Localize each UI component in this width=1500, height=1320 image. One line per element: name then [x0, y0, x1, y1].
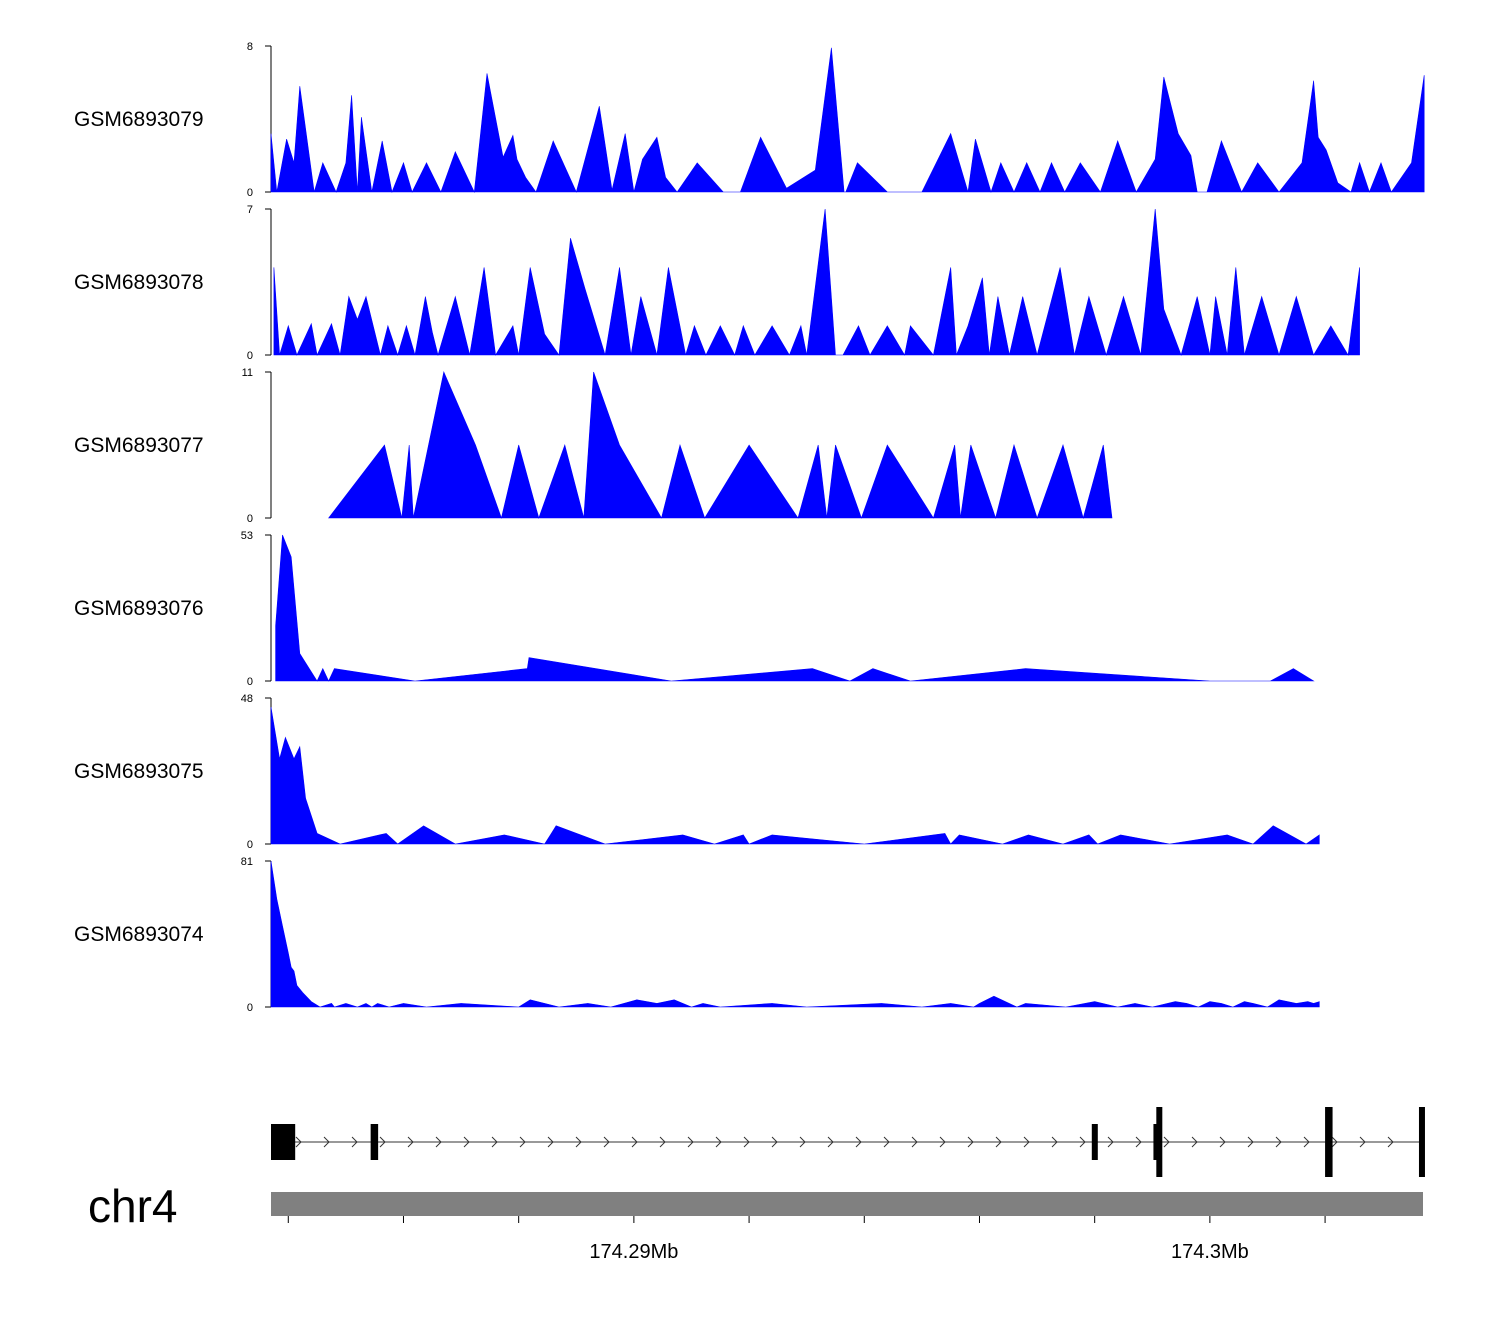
strand-arrow	[407, 1136, 414, 1148]
strand-arrow	[1331, 1136, 1338, 1148]
y-tick-label-max: 48	[241, 693, 253, 705]
strand-arrow	[435, 1136, 442, 1148]
strand-arrow	[1051, 1136, 1058, 1148]
x-tick-label: 174.3Mb	[1171, 1241, 1249, 1263]
strand-arrow	[1135, 1136, 1142, 1148]
strand-arrow	[463, 1136, 470, 1148]
strand-arrow	[995, 1136, 1002, 1148]
strand-arrow	[659, 1136, 666, 1148]
exon	[1418, 1107, 1425, 1177]
track-label: GSM6893078	[74, 271, 204, 294]
strand-arrow	[1275, 1136, 1282, 1148]
signal-area	[270, 47, 1425, 194]
strand-arrow	[351, 1136, 358, 1148]
strand-arrow	[491, 1136, 498, 1148]
track-GSM6893079: GSM6893079 8 0	[74, 41, 1425, 199]
strand-arrow	[1079, 1136, 1086, 1148]
gene-model-track	[271, 1107, 1425, 1177]
strand-arrow	[939, 1136, 946, 1148]
track-GSM6893077: GSM6893077 11 0	[74, 367, 1113, 525]
exon	[1325, 1107, 1333, 1177]
strand-arrow	[1107, 1136, 1114, 1148]
y-tick-label-max: 53	[241, 530, 253, 542]
track-label: GSM6893077	[74, 434, 204, 457]
track-GSM6893075: GSM6893075 48 0	[74, 693, 1320, 851]
strand-arrow	[379, 1136, 386, 1148]
y-tick-label-max: 11	[242, 367, 253, 379]
strand-arrow	[715, 1136, 722, 1148]
strand-arrow	[827, 1136, 834, 1148]
chromosome-label: chr4	[88, 1180, 177, 1232]
strand-arrow	[547, 1136, 554, 1148]
strand-arrow	[575, 1136, 582, 1148]
strand-arrow	[1359, 1136, 1366, 1148]
strand-arrow	[1191, 1136, 1198, 1148]
signal-area	[270, 860, 1320, 1008]
track-label: GSM6893075	[74, 760, 204, 783]
strand-arrow	[1387, 1136, 1394, 1148]
y-tick-label-max: 8	[247, 41, 253, 53]
strand-arrow	[323, 1136, 330, 1148]
track-label: GSM6893079	[74, 108, 204, 131]
strand-arrow	[1247, 1136, 1254, 1148]
y-tick-label-min: 0	[247, 513, 253, 525]
exon	[1156, 1107, 1163, 1177]
strand-arrow	[603, 1136, 610, 1148]
track-GSM6893076: GSM6893076 53 0	[74, 530, 1315, 688]
y-tick-label-min: 0	[247, 1002, 253, 1014]
y-tick-label-max: 7	[247, 204, 253, 216]
exon	[1091, 1124, 1098, 1160]
strand-arrow	[855, 1136, 862, 1148]
y-tick-label-max: 81	[241, 856, 253, 868]
strand-arrow	[911, 1136, 918, 1148]
strand-arrow	[771, 1136, 778, 1148]
strand-arrow	[799, 1136, 806, 1148]
signal-area	[270, 707, 1320, 845]
exon	[271, 1124, 296, 1160]
strand-arrow	[1219, 1136, 1226, 1148]
strand-arrow	[743, 1136, 750, 1148]
chromosome-ideogram	[271, 1192, 1423, 1216]
strand-arrow	[883, 1136, 890, 1148]
track-GSM6893074: GSM6893074 81 0	[74, 856, 1320, 1014]
strand-arrow	[1163, 1136, 1170, 1148]
strand-arrow	[1023, 1136, 1030, 1148]
strand-arrow	[295, 1136, 302, 1148]
signal-area	[273, 208, 1360, 357]
strand-arrow	[1303, 1136, 1310, 1148]
strand-arrow	[519, 1136, 526, 1148]
strand-arrow	[967, 1136, 974, 1148]
y-tick-label-min: 0	[247, 187, 253, 199]
x-tick-label: 174.29Mb	[589, 1241, 678, 1263]
signal-tracks: GSM689307980GSM689307870GSM6893077110GSM…	[74, 41, 1425, 1014]
signal-area	[327, 371, 1113, 520]
y-tick-label-min: 0	[247, 839, 253, 851]
y-tick-label-min: 0	[247, 676, 253, 688]
signal-area	[275, 534, 1315, 682]
track-label: GSM6893074	[74, 923, 204, 946]
strand-arrow	[631, 1136, 638, 1148]
y-tick-label-min: 0	[247, 350, 253, 362]
strand-arrow	[687, 1136, 694, 1148]
genomic-axis: 174.29Mb 174.3Mb	[287, 1216, 1326, 1263]
track-GSM6893078: GSM6893078 7 0	[74, 204, 1360, 362]
track-label: GSM6893076	[74, 597, 204, 620]
exon	[370, 1124, 379, 1160]
